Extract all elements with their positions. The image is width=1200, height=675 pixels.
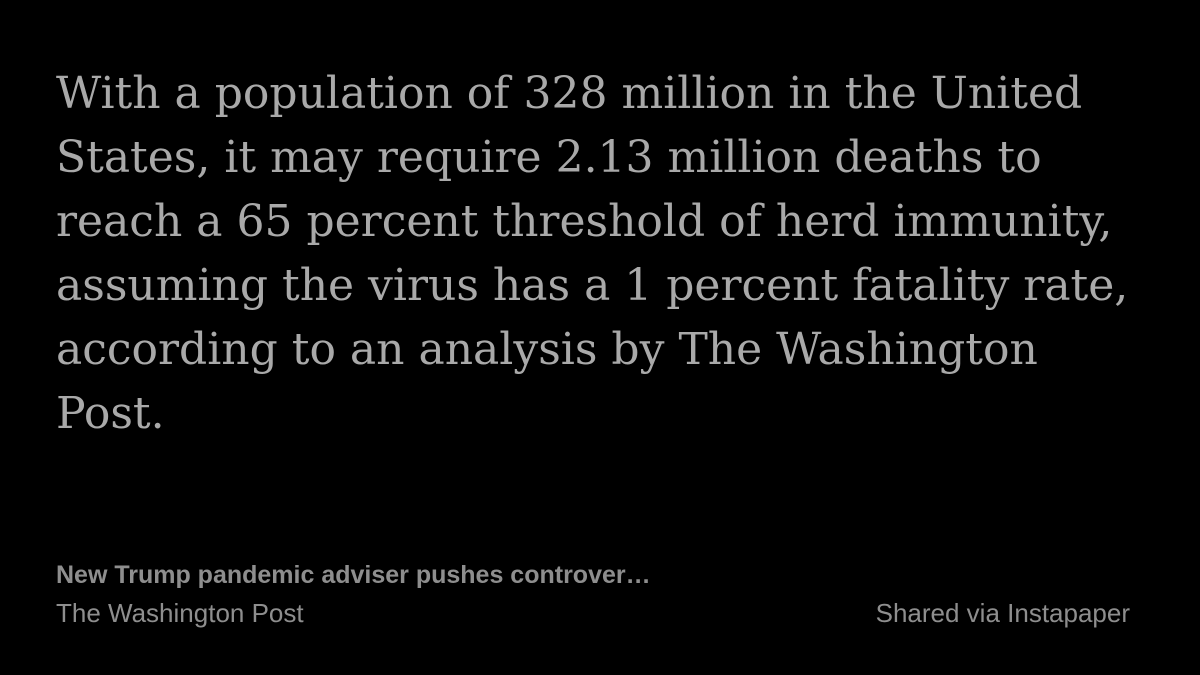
- quote-line: With a population of 328 million in the …: [56, 68, 1083, 119]
- article-title: New Trump pandemic adviser pushes contro…: [56, 561, 651, 589]
- highlighted-quote: With a population of 328 million in the …: [56, 62, 1166, 446]
- quote-line: assuming the virus has a 1 percent fatal…: [56, 260, 1129, 311]
- shared-via-label: Shared via Instapaper: [875, 598, 1130, 628]
- article-source: The Washington Post: [56, 598, 304, 628]
- quote-line: reach a 65 percent threshold of herd imm…: [56, 196, 1113, 247]
- quote-line: States, it may require 2.13 million deat…: [56, 132, 1042, 183]
- quote-line: Post.: [56, 388, 165, 439]
- quote-line: according to an analysis by The Washingt…: [56, 324, 1038, 375]
